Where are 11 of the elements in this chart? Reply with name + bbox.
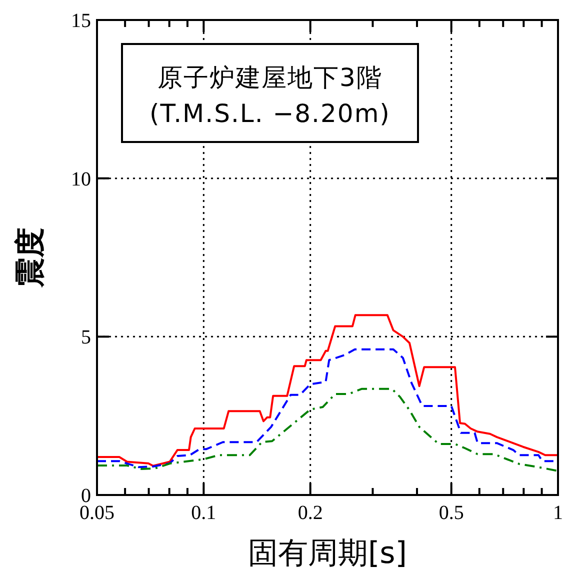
x-tick-label: 0.5: [438, 502, 464, 524]
x-tick-label: 1: [553, 502, 563, 524]
x-tick-label: 0.2: [298, 502, 323, 524]
y-tick-label: 5: [81, 326, 91, 349]
y-tick-label: 15: [71, 10, 91, 32]
y-axis-title: 震度: [13, 228, 48, 288]
x-axis-title: 固有周期[s]: [248, 536, 408, 571]
y-tick-label: 10: [71, 168, 91, 190]
x-tick-label: 0.1: [191, 502, 216, 524]
annotation: (T.M.S.L. −8.20m): [150, 99, 390, 128]
annotation: 原子炉建屋地下3階: [158, 63, 382, 92]
